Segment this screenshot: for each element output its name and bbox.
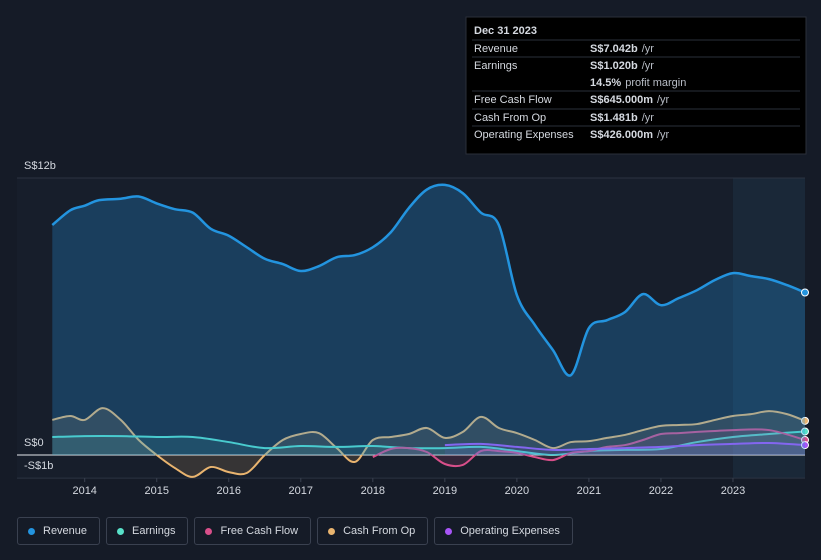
x-tick-label: 2021: [577, 485, 601, 497]
legend-label: Free Cash Flow: [220, 525, 299, 537]
tooltip-value: S$1.481b/yr: [590, 112, 654, 124]
tooltip: Dec 31 2023 Revenue S$7.042b/yr Earnings S$1…: [465, 16, 807, 155]
x-tick-label: 2019: [433, 485, 457, 497]
legend-item[interactable]: Earnings: [106, 517, 189, 545]
forecast-region: [732, 178, 805, 479]
legend-item[interactable]: Operating Expenses: [434, 517, 573, 545]
y-tick-label: S$12b: [24, 160, 56, 172]
series-area: [372, 429, 805, 467]
x-tick-label: 2016: [217, 485, 241, 497]
end-point: [801, 416, 809, 425]
legend-swatch: [205, 527, 213, 535]
legend: Revenue Earnings Free Cash Flow Cash From O…: [17, 517, 573, 545]
tooltip-number: S$1.481b: [590, 112, 638, 124]
tooltip-margin: 14.5% profit margin: [590, 77, 686, 89]
legend-item[interactable]: Revenue: [17, 517, 101, 545]
tooltip-value: S$426.000m/yr: [590, 129, 670, 141]
chart: S$12b S$0 -S$1b 2014 2015 2016 2017 2018 2019 202…: [17, 16, 809, 497]
series-line: [372, 428, 806, 468]
legend-label: Operating Expenses: [460, 525, 560, 537]
legend-item[interactable]: Cash From Op: [317, 517, 429, 545]
legend-label: Earnings: [132, 525, 176, 537]
margin-label: profit margin: [625, 77, 686, 89]
x-tick-label: 2014: [72, 485, 96, 497]
x-tick-label: 2015: [144, 485, 168, 497]
y-tick-label: -S$1b: [24, 460, 53, 472]
legend-swatch: [445, 527, 453, 535]
series-line: [52, 407, 806, 478]
x-tick-label: 2020: [505, 485, 529, 497]
end-point: [801, 288, 809, 297]
tooltip-number: S$426.000m: [590, 129, 653, 141]
legend-swatch: [28, 527, 35, 535]
series-area: [52, 431, 806, 455]
x-tick-label: 2017: [289, 485, 313, 497]
tooltip-unit: /yr: [657, 94, 670, 106]
tooltip-number: S$7.042b: [590, 43, 638, 55]
tooltip-number: S$645.000m: [590, 94, 653, 106]
legend-item[interactable]: Free Cash Flow: [194, 517, 312, 545]
margin-value: 14.5%: [590, 77, 621, 89]
legend-swatch: [117, 527, 125, 535]
tooltip-unit: /yr: [642, 60, 655, 72]
series-line: [444, 441, 806, 451]
tooltip-number: S$1.020b: [590, 60, 638, 72]
tooltip-unit: /yr: [642, 43, 655, 55]
legend-swatch: [328, 527, 336, 535]
x-tick-label: 2018: [361, 485, 385, 497]
tooltip-label: Earnings: [474, 60, 518, 72]
plot-background: [17, 178, 805, 479]
x-tick-label: 2022: [649, 485, 673, 497]
tooltip-label: Cash From Op: [474, 112, 546, 124]
x-tick-label: 2023: [721, 485, 745, 497]
series-line: [51, 183, 806, 377]
tooltip-unit: /yr: [657, 129, 670, 141]
tooltip-value: S$7.042b/yr: [590, 43, 654, 55]
tooltip-date: Dec 31 2023: [474, 25, 537, 37]
tooltip-label: Revenue: [474, 43, 518, 55]
tooltip-label: Free Cash Flow: [474, 94, 552, 106]
series-area: [52, 184, 806, 455]
legend-label: Cash From Op: [343, 525, 416, 537]
end-point: [801, 427, 809, 436]
tooltip-value: S$645.000m/yr: [590, 94, 670, 106]
series-area: [52, 408, 806, 477]
y-tick-label: S$0: [24, 437, 44, 449]
tooltip-label: Operating Expenses: [474, 129, 574, 141]
tooltip-unit: /yr: [642, 112, 655, 124]
legend-label: Revenue: [43, 525, 88, 537]
end-point: [801, 441, 809, 450]
tooltip-value: S$1.020b/yr: [590, 60, 654, 72]
